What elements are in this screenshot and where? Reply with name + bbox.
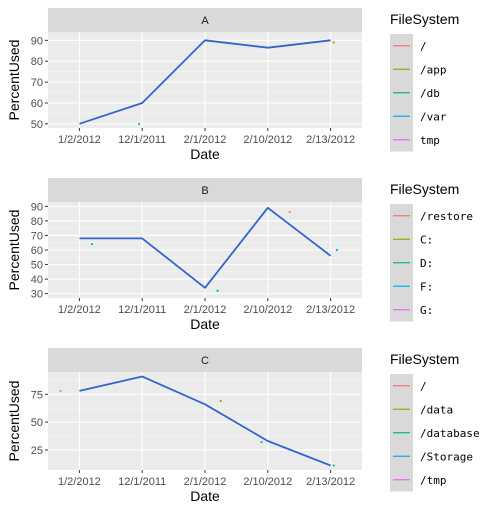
data-point (288, 211, 291, 214)
data-point (260, 441, 263, 444)
x-axis-title: Date (190, 146, 220, 162)
y-tick-label: 90 (31, 35, 43, 47)
y-tick-label: 75 (31, 389, 43, 401)
legend-label: /database (420, 427, 480, 440)
x-tick-label: 12/1/2011 (118, 134, 166, 146)
y-tick-label: 25 (31, 445, 43, 457)
y-tick-label: 80 (31, 56, 43, 68)
legend-label: / (420, 40, 427, 53)
data-point (335, 248, 338, 252)
legend-label: /tmp (420, 474, 447, 487)
y-axis-title: PercentUsed (6, 381, 22, 462)
y-tick-label: 40 (31, 274, 43, 286)
data-point (219, 399, 222, 403)
facet-strip (48, 178, 362, 202)
legend-title: FileSystem (390, 351, 459, 367)
y-tick-label: 60 (31, 245, 43, 257)
data-point (90, 243, 94, 246)
x-tick-label: 1/2/2012 (58, 134, 101, 146)
y-axis-title: PercentUsed (6, 210, 22, 291)
legend-label: D: (420, 257, 433, 270)
x-tick-label: 12/1/2011 (118, 476, 166, 488)
legend-label: /app (420, 63, 447, 76)
x-axis-title: Date (190, 316, 220, 332)
y-tick-label: 60 (31, 98, 43, 110)
y-tick-label: 90 (31, 201, 43, 213)
facet-strip (48, 348, 362, 372)
facet-strip-label: A (201, 15, 209, 27)
x-tick-label: 2/10/2012 (243, 476, 292, 488)
y-tick-label: 70 (31, 230, 43, 242)
facet-panel-b: B 30 40 50 60 70 80 90 1/2/2012 12/1/2011 2/1/2012… (6, 178, 473, 332)
facet-strip-label: C (201, 355, 209, 367)
facet-panel-c: C 25 50 75 1/2/2012 12/1/2011 2/1/2012 2/10/201… (6, 348, 480, 504)
legend-label: G: (420, 304, 433, 317)
legend-label: /var (420, 110, 447, 123)
data-point (137, 122, 141, 125)
series-line (79, 39, 331, 125)
x-tick-label: 2/1/2012 (184, 134, 227, 146)
facet-strip (48, 8, 362, 32)
legend-label: tmp (420, 134, 440, 147)
legend: FileSystem/restore C: D: F: G: (390, 181, 473, 322)
facet-strip-label: B (201, 185, 208, 197)
y-axis-title: PercentUsed (6, 40, 22, 121)
x-tick-label: 1/2/2012 (58, 476, 101, 488)
legend-label: /Storage (420, 450, 473, 463)
data-point (59, 389, 62, 393)
legend-label: C: (420, 233, 433, 246)
y-tick-label: 50 (31, 119, 43, 131)
legend-label: /data (420, 403, 453, 416)
legend: FileSystem / /data/database/Storage/tmp (390, 351, 480, 492)
x-tick-label: 2/10/2012 (243, 134, 292, 146)
x-axis-title: Date (190, 488, 220, 504)
legend: FileSystem / /app/db/var tmp (390, 11, 459, 152)
y-tick-label: 30 (31, 289, 43, 301)
x-tick-label: 2/13/2012 (306, 134, 355, 146)
y-tick-label: 50 (31, 260, 43, 272)
x-tick-label: 2/10/2012 (243, 304, 292, 316)
data-point (216, 289, 219, 292)
x-tick-label: 1/2/2012 (58, 304, 101, 316)
legend-label: F: (420, 280, 433, 293)
legend-title: FileSystem (390, 11, 459, 27)
x-tick-label: 2/13/2012 (306, 476, 355, 488)
x-tick-label: 2/1/2012 (184, 304, 227, 316)
legend-title: FileSystem (390, 181, 459, 197)
facet-panel-a: A 50 60 70 80 90 1/2/2012 12/1/2011 2/1/2012 2/10… (6, 8, 459, 162)
x-tick-label: 2/1/2012 (184, 476, 227, 488)
legend-label: /restore (420, 210, 473, 223)
y-tick-label: 70 (31, 77, 43, 89)
data-point (332, 41, 335, 44)
legend-label: /db (420, 87, 440, 100)
x-tick-label: 2/13/2012 (306, 304, 355, 316)
legend-label: / (420, 380, 427, 393)
data-point (332, 464, 335, 467)
y-tick-label: 80 (31, 216, 43, 228)
x-tick-label: 12/1/2011 (118, 304, 166, 316)
y-tick-label: 50 (31, 417, 43, 429)
series-line (79, 206, 332, 289)
